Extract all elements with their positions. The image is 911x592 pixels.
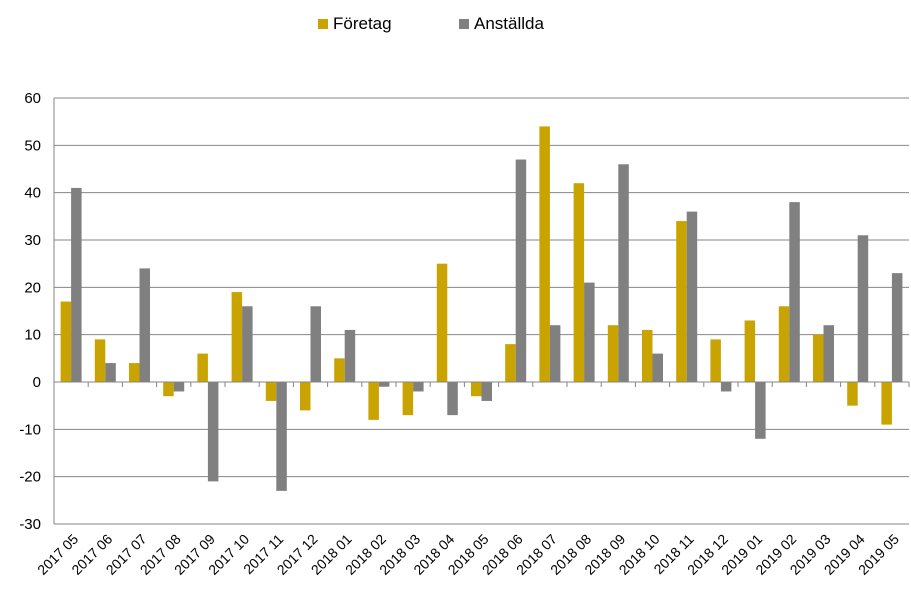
bar-anstallda-0	[71, 187, 82, 382]
y-tick-label-10: 10	[24, 327, 41, 344]
bar-anstallda-15	[584, 282, 595, 382]
bar-anstallda-2	[139, 268, 150, 382]
y-tick-label-50: 50	[24, 137, 41, 154]
legend-swatch-anstallda	[459, 19, 469, 29]
bar-foretag-7	[300, 382, 311, 411]
legend-swatch-foretag	[318, 19, 328, 29]
bar-foretag-22	[813, 334, 824, 382]
bar-foretag-8	[334, 358, 345, 382]
bar-foretag-15	[573, 183, 585, 382]
bar-foretag-4	[197, 353, 208, 382]
bar-foretag-5	[231, 292, 243, 382]
y-tick-label-0: 0	[33, 374, 41, 391]
bar-anstallda-17	[652, 353, 663, 382]
bar-foretag-23	[847, 382, 858, 406]
bar-anstallda-7	[310, 306, 321, 382]
bar-foretag-19	[710, 339, 721, 382]
bar-anstallda-19	[720, 382, 732, 392]
bar-foretag-18	[676, 221, 687, 382]
y-tick-label-60: 60	[24, 90, 41, 107]
bar-anstallda-21	[789, 202, 800, 382]
legend-label-foretag: Företag	[333, 14, 392, 33]
bar-anstallda-8	[344, 329, 356, 382]
bar-anstallda-10	[413, 382, 424, 392]
bar-foretag-12	[471, 382, 482, 397]
legend-item-foretag: Företag	[318, 14, 392, 34]
bar-foretag-14	[539, 126, 550, 383]
bar-foretag-9	[368, 382, 379, 420]
bar-foretag-10	[402, 382, 414, 416]
bar-foretag-3	[163, 382, 174, 397]
bar-foretag-17	[642, 329, 653, 382]
bar-anstallda-11	[447, 382, 458, 416]
bar-anstallda-16	[618, 164, 629, 382]
bar-anstallda-3	[173, 382, 185, 392]
bar-foretag-6	[265, 382, 277, 401]
bar-foretag-16	[607, 325, 619, 382]
bar-anstallda-23	[857, 235, 869, 382]
bar-anstallda-9	[378, 382, 390, 387]
bar-anstallda-12	[481, 382, 492, 401]
bar-anstallda-13	[515, 159, 527, 382]
bar-foretag-2	[129, 363, 140, 382]
y-tick-label--20: -20	[19, 469, 41, 486]
bar-anstallda-22	[823, 325, 834, 382]
bar-foretag-13	[505, 344, 516, 382]
bar-anstallda-1	[105, 363, 116, 382]
bar-anstallda-24	[891, 273, 903, 382]
y-tick-label-40: 40	[24, 185, 41, 202]
bar-anstallda-6	[276, 382, 287, 491]
bar-anstallda-14	[549, 325, 561, 382]
bar-anstallda-5	[242, 306, 253, 382]
legend: Företag Anställda	[0, 14, 911, 38]
bar-foretag-1	[94, 339, 106, 382]
y-tick-label-20: 20	[24, 279, 41, 296]
bar-foretag-24	[881, 382, 892, 425]
y-tick-label--30: -30	[19, 516, 41, 533]
y-tick-label--10: -10	[19, 421, 41, 438]
bar-anstallda-18	[686, 211, 698, 382]
bar-anstallda-4	[207, 382, 219, 482]
bar-foretag-20	[744, 320, 756, 382]
bar-foretag-0	[60, 301, 72, 382]
legend-item-anstallda: Anställda	[459, 14, 544, 34]
bar-foretag-21	[778, 306, 790, 382]
bar-anstallda-20	[755, 382, 766, 439]
legend-label-anstallda: Anställda	[474, 14, 544, 33]
y-tick-label-30: 30	[24, 232, 41, 249]
bar-foretag-11	[436, 263, 448, 382]
